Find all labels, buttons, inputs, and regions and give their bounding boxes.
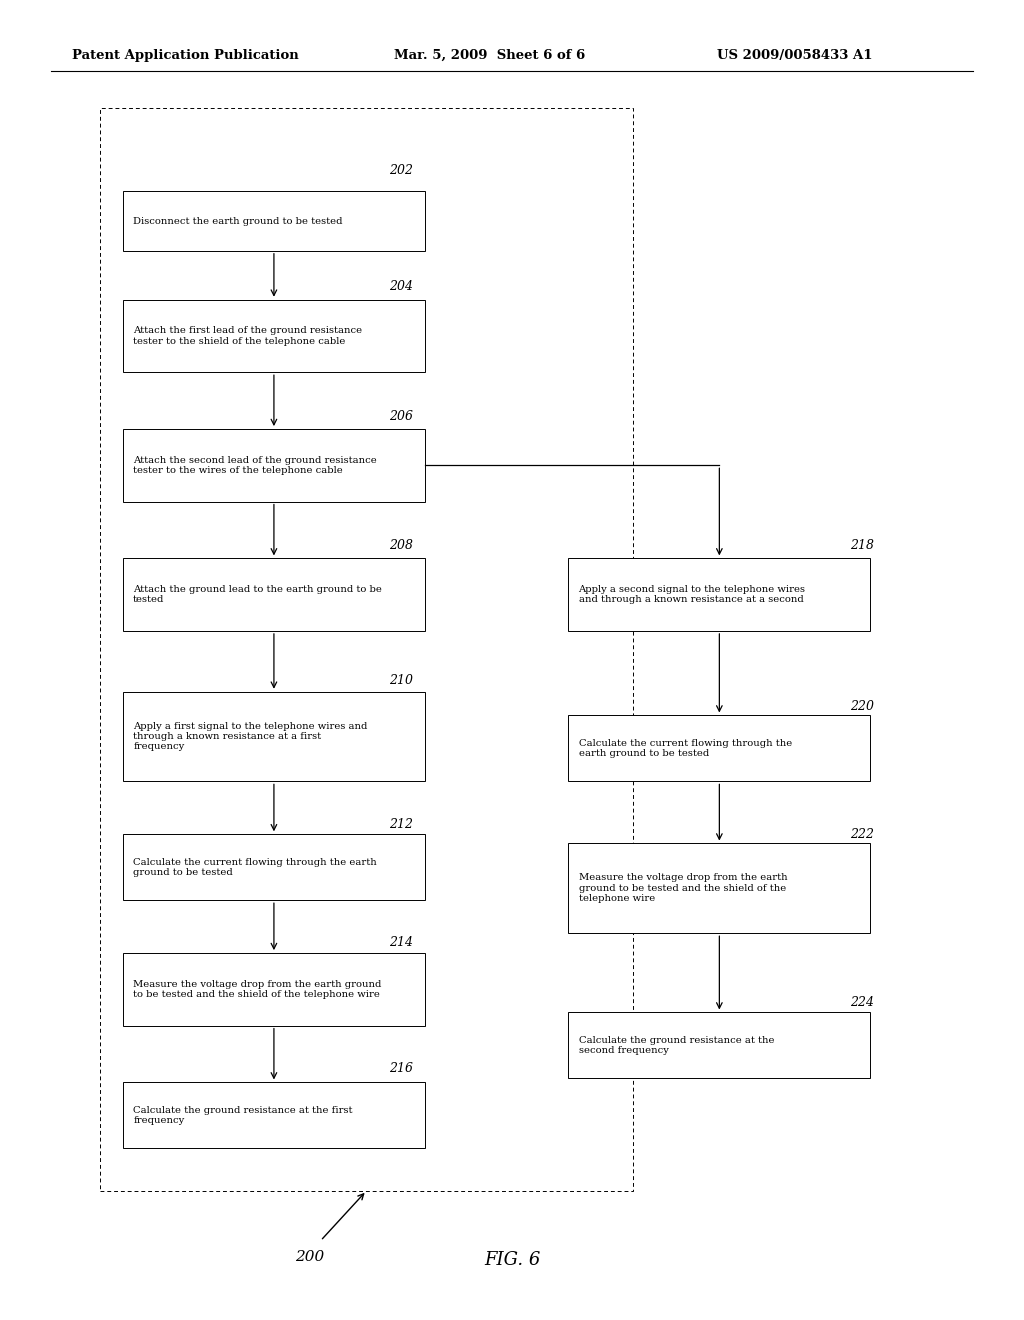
Text: Mar. 5, 2009  Sheet 6 of 6: Mar. 5, 2009 Sheet 6 of 6 bbox=[394, 49, 586, 62]
Text: Calculate the ground resistance at the first
frequency: Calculate the ground resistance at the f… bbox=[133, 1106, 352, 1125]
Text: 212: 212 bbox=[389, 817, 413, 830]
Text: Attach the ground lead to the earth ground to be
tested: Attach the ground lead to the earth grou… bbox=[133, 585, 382, 605]
Bar bbox=[123, 953, 425, 1026]
Text: 216: 216 bbox=[389, 1061, 413, 1074]
Text: 204: 204 bbox=[389, 280, 413, 293]
Bar bbox=[123, 834, 425, 900]
Text: Calculate the current flowing through the
earth ground to be tested: Calculate the current flowing through th… bbox=[579, 739, 792, 758]
Text: 220: 220 bbox=[850, 700, 873, 713]
Bar bbox=[100, 108, 633, 1191]
Text: 214: 214 bbox=[389, 936, 413, 949]
Bar bbox=[123, 300, 425, 372]
Text: Measure the voltage drop from the earth
ground to be tested and the shield of th: Measure the voltage drop from the earth … bbox=[579, 874, 787, 903]
Text: Disconnect the earth ground to be tested: Disconnect the earth ground to be tested bbox=[133, 216, 343, 226]
Text: Apply a first signal to the telephone wires and
through a known resistance at a : Apply a first signal to the telephone wi… bbox=[133, 722, 368, 751]
Text: Attach the second lead of the ground resistance
tester to the wires of the telep: Attach the second lead of the ground res… bbox=[133, 455, 377, 475]
Text: Patent Application Publication: Patent Application Publication bbox=[72, 49, 298, 62]
Text: 200: 200 bbox=[295, 1250, 325, 1263]
Text: Measure the voltage drop from the earth ground
to be tested and the shield of th: Measure the voltage drop from the earth … bbox=[133, 979, 382, 999]
Bar bbox=[568, 1012, 870, 1078]
Text: 208: 208 bbox=[389, 539, 413, 552]
Bar bbox=[123, 692, 425, 781]
Text: FIG. 6: FIG. 6 bbox=[483, 1250, 541, 1269]
Text: Attach the first lead of the ground resistance
tester to the shield of the telep: Attach the first lead of the ground resi… bbox=[133, 326, 362, 346]
Bar bbox=[123, 191, 425, 251]
Text: 222: 222 bbox=[850, 828, 873, 841]
Text: Calculate the current flowing through the earth
ground to be tested: Calculate the current flowing through th… bbox=[133, 858, 377, 876]
Text: US 2009/0058433 A1: US 2009/0058433 A1 bbox=[717, 49, 872, 62]
Text: Apply a second signal to the telephone wires
and through a known resistance at a: Apply a second signal to the telephone w… bbox=[579, 585, 806, 605]
Text: Calculate the ground resistance at the
second frequency: Calculate the ground resistance at the s… bbox=[579, 1036, 774, 1055]
Bar bbox=[568, 558, 870, 631]
Text: 210: 210 bbox=[389, 673, 413, 686]
Bar bbox=[123, 429, 425, 502]
Text: 218: 218 bbox=[850, 539, 873, 552]
Bar bbox=[568, 715, 870, 781]
Text: 224: 224 bbox=[850, 995, 873, 1008]
Bar bbox=[568, 843, 870, 933]
Bar bbox=[123, 1082, 425, 1148]
Bar bbox=[123, 558, 425, 631]
Text: 202: 202 bbox=[389, 164, 413, 177]
Text: 206: 206 bbox=[389, 409, 413, 422]
